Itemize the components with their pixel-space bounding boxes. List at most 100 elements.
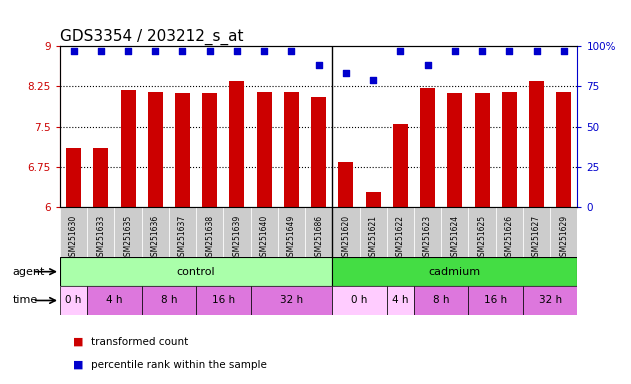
Bar (496, 207, 523, 257)
Bar (387, 286, 414, 315)
Text: GSM251623: GSM251623 (423, 215, 432, 261)
Bar (121, 90, 136, 207)
Bar (230, 81, 244, 207)
Bar (557, 92, 571, 207)
Bar (278, 207, 305, 257)
Point (558, 48, 569, 54)
Bar (338, 162, 353, 207)
Bar (414, 207, 441, 257)
Text: GSM251621: GSM251621 (369, 215, 377, 261)
Bar (333, 257, 577, 286)
Point (150, 48, 160, 54)
Bar (175, 93, 190, 207)
Text: GSM251627: GSM251627 (532, 215, 541, 261)
Bar (223, 207, 251, 257)
Text: 0 h: 0 h (351, 295, 368, 306)
Bar (523, 286, 577, 315)
Point (204, 48, 215, 54)
Text: 4 h: 4 h (106, 295, 122, 306)
Point (123, 48, 133, 54)
Bar (305, 207, 333, 257)
Text: 16 h: 16 h (212, 295, 235, 306)
Point (504, 48, 514, 54)
Text: 32 h: 32 h (280, 295, 303, 306)
Point (69, 48, 79, 54)
Bar (360, 207, 387, 257)
Text: percentile rank within the sample: percentile rank within the sample (91, 360, 268, 370)
Text: ■: ■ (73, 360, 83, 370)
Text: 8 h: 8 h (161, 295, 177, 306)
Bar (66, 148, 81, 207)
Point (531, 48, 541, 54)
Point (96, 48, 106, 54)
Point (286, 48, 297, 54)
Text: 32 h: 32 h (539, 295, 562, 306)
Text: ■: ■ (73, 337, 83, 347)
Bar (148, 92, 163, 207)
Bar (468, 207, 496, 257)
Bar (502, 92, 517, 207)
Bar (311, 97, 326, 207)
Text: 8 h: 8 h (433, 295, 449, 306)
Text: GSM251636: GSM251636 (151, 215, 160, 261)
Point (259, 48, 269, 54)
Bar (202, 93, 217, 207)
Text: GDS3354 / 203212_s_at: GDS3354 / 203212_s_at (60, 28, 244, 45)
Text: 16 h: 16 h (484, 295, 507, 306)
Bar (333, 207, 360, 257)
Text: GSM251633: GSM251633 (97, 215, 105, 261)
Text: GSM251639: GSM251639 (232, 215, 242, 261)
Bar (414, 286, 468, 315)
Bar (251, 207, 278, 257)
Bar (60, 207, 87, 257)
Text: GSM251649: GSM251649 (287, 215, 296, 261)
Text: GSM251638: GSM251638 (205, 215, 214, 261)
Bar (251, 286, 333, 315)
Bar (257, 92, 272, 207)
Text: cadmium: cadmium (428, 266, 481, 277)
Point (341, 70, 351, 76)
Bar (93, 148, 109, 207)
Text: GSM251686: GSM251686 (314, 215, 323, 261)
Point (177, 48, 187, 54)
Bar (60, 257, 333, 286)
Bar (87, 286, 141, 315)
Text: GSM251640: GSM251640 (260, 215, 269, 261)
Bar (387, 207, 414, 257)
Point (477, 48, 487, 54)
Text: GSM251630: GSM251630 (69, 215, 78, 261)
Bar (523, 207, 550, 257)
Bar (333, 286, 387, 315)
Text: GSM251625: GSM251625 (478, 215, 487, 261)
Point (395, 48, 405, 54)
Bar (284, 92, 299, 207)
Bar (365, 192, 380, 207)
Bar (196, 286, 251, 315)
Text: time: time (13, 295, 38, 306)
Bar (196, 207, 223, 257)
Bar (468, 286, 523, 315)
Bar (441, 207, 468, 257)
Bar (475, 93, 490, 207)
Text: 4 h: 4 h (392, 295, 409, 306)
Text: GSM251635: GSM251635 (124, 215, 133, 261)
Bar (447, 93, 463, 207)
Bar (87, 207, 114, 257)
Text: 0 h: 0 h (66, 295, 82, 306)
Text: GSM251620: GSM251620 (341, 215, 350, 261)
Point (450, 48, 460, 54)
Point (314, 62, 324, 68)
Text: transformed count: transformed count (91, 337, 189, 347)
Point (232, 48, 242, 54)
Bar (141, 207, 169, 257)
Text: control: control (177, 266, 215, 277)
Point (368, 77, 378, 83)
Text: GSM251637: GSM251637 (178, 215, 187, 261)
Text: GSM251622: GSM251622 (396, 215, 405, 261)
Text: GSM251629: GSM251629 (559, 215, 569, 261)
Text: GSM251626: GSM251626 (505, 215, 514, 261)
Text: GSM251624: GSM251624 (451, 215, 459, 261)
Bar (60, 286, 87, 315)
Bar (393, 124, 408, 207)
Bar (529, 81, 544, 207)
